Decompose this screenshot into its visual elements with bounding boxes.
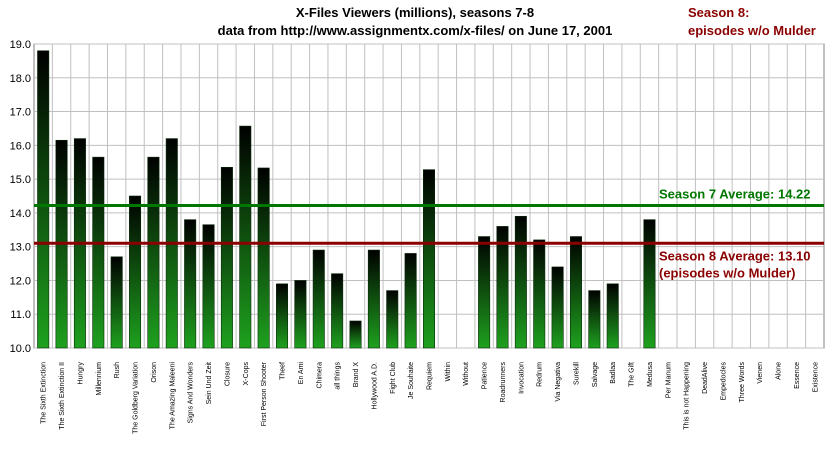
average-lines: Season 7 Average: 14.22 Season 8 Average:… <box>34 186 824 280</box>
x-tick-label: Without <box>463 362 470 386</box>
x-tick-label: Surekill <box>573 362 580 385</box>
bar <box>569 236 582 349</box>
y-tick-label: 13.0 <box>10 242 31 254</box>
x-tick-label: The Amazing Maleeni <box>169 362 176 430</box>
x-tick-label: Brand X <box>353 362 360 388</box>
x-tick-label: Fight Club <box>390 362 397 394</box>
bar <box>202 224 215 349</box>
bar <box>478 236 491 349</box>
bar <box>110 256 123 349</box>
x-tick-label: Sein Und Zeit <box>206 362 213 404</box>
x-tick-label: Medusa <box>647 362 654 387</box>
x-tick-label: This is not Happening <box>684 362 691 430</box>
bar <box>239 125 252 349</box>
x-axis-labels: The Sixth Extinction The Sixth Extinction… <box>41 361 820 434</box>
bar <box>533 239 546 349</box>
bar <box>312 249 325 349</box>
bar <box>386 290 399 349</box>
x-tick-label: The Goldberg Variation <box>133 362 140 434</box>
y-tick-label: 11.0 <box>10 309 31 321</box>
x-tick-label: Empedocles <box>720 362 727 401</box>
bar <box>37 50 50 349</box>
x-tick-label: Closure <box>224 362 231 386</box>
y-tick-label: 12.0 <box>10 275 31 287</box>
x-tick-label: Theef <box>280 362 287 380</box>
x-tick-label: Three Words <box>739 362 746 403</box>
season8-note-line1: Season 8: <box>688 5 749 20</box>
bar <box>92 156 105 349</box>
bar <box>276 283 289 349</box>
x-tick-label: The Sixth Extinction II <box>59 362 66 430</box>
x-tick-label: Millennium <box>96 362 103 396</box>
bar <box>257 167 270 349</box>
x-tick-label: Existence <box>812 362 819 392</box>
x-tick-label: Je Souhaite <box>408 362 415 399</box>
x-tick-label: Alone <box>776 362 783 380</box>
x-tick-label: The Gift <box>629 362 636 387</box>
bar <box>496 226 509 349</box>
y-tick-label: 16.0 <box>10 140 31 152</box>
chart-title: X-Files Viewers (millions), seasons 7-8 <box>296 5 534 20</box>
season8-note-line2: episodes w/o Mulder <box>688 23 816 38</box>
x-tick-label: Rush <box>114 362 121 378</box>
x-tick-label: X-Cops <box>243 362 250 386</box>
average-label: Season 7 Average: 14.22 <box>659 186 811 201</box>
y-tick-label: 14.0 <box>10 208 31 220</box>
bar <box>294 280 307 349</box>
x-tick-label: all things <box>335 362 342 390</box>
bar <box>349 320 362 349</box>
chart-subtitle: data from http://www.assignmentx.com/x-f… <box>218 23 613 38</box>
bar <box>220 166 233 349</box>
x-tick-label: Patience <box>482 362 489 389</box>
x-tick-label: Redrum <box>537 362 544 387</box>
y-tick-label: 17.0 <box>10 107 31 119</box>
x-tick-label: Per Manum <box>665 362 672 398</box>
bar <box>606 283 619 349</box>
x-tick-label: The Sixth Extinction <box>41 362 48 424</box>
x-tick-label: Signs And Wonders <box>188 362 195 424</box>
x-tick-label: Invocation <box>518 362 525 394</box>
bar <box>551 266 564 349</box>
x-tick-label: Essence <box>794 362 801 389</box>
x-tick-label: Via Negativa <box>555 362 562 402</box>
bar <box>643 219 656 349</box>
bar <box>331 273 344 349</box>
x-tick-label: Badlaa <box>610 362 617 384</box>
y-tick-label: 15.0 <box>10 174 31 186</box>
x-tick-label: Vienen <box>757 362 764 384</box>
x-tick-label: Within <box>445 362 452 382</box>
x-tick-label: First Person Shooter <box>261 361 268 426</box>
x-tick-label: Hollywood A.D. <box>371 362 378 410</box>
average-label: Season 8 Average: 13.10 <box>659 248 811 263</box>
bar <box>184 219 197 349</box>
x-tick-label: Requiem <box>427 362 434 390</box>
x-tick-label: Roadrunners <box>500 362 507 403</box>
y-tick-label: 18.0 <box>10 73 31 85</box>
bar <box>423 169 435 349</box>
x-tick-label: En Ami <box>298 362 305 385</box>
y-tick-label: 19.0 <box>10 39 31 51</box>
x-tick-label: Orison <box>151 362 158 383</box>
average-sublabel: (episodes w/o Mulder) <box>659 265 796 280</box>
x-tick-label: Hungry <box>77 362 84 385</box>
x-tick-label: DeadAlive <box>702 362 709 394</box>
x-tick-label: Salvage <box>592 362 599 387</box>
y-tick-label: 10.0 <box>10 343 31 355</box>
y-axis: 10.0 11.0 12.0 13.0 14.0 15.0 16.0 17.0 18.0 19.0 <box>10 39 31 355</box>
bar <box>129 195 142 349</box>
bar <box>514 215 527 349</box>
bar <box>404 253 417 349</box>
bar <box>367 249 380 349</box>
bar <box>588 290 601 349</box>
x-tick-label: Chimera <box>316 362 323 389</box>
bar <box>147 156 160 349</box>
